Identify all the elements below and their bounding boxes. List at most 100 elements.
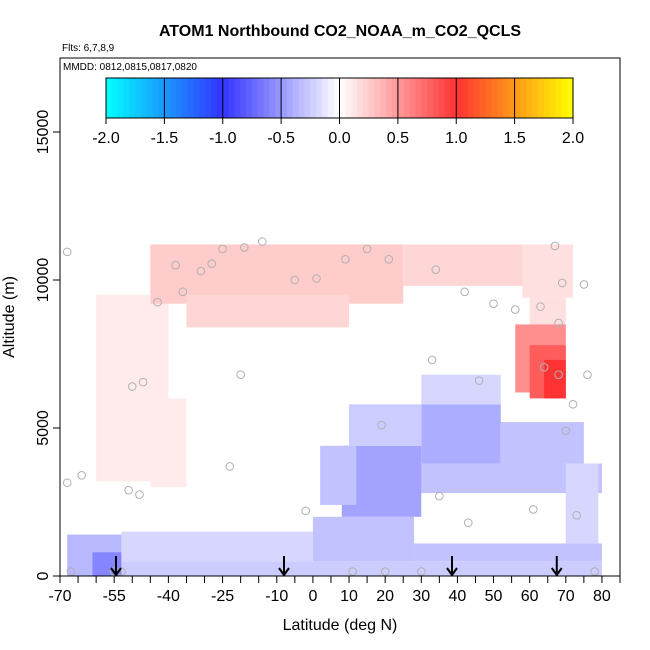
colorbar-segment xyxy=(164,78,171,118)
sample-point xyxy=(62,478,72,488)
x-tick-label: 60 xyxy=(521,588,539,605)
colorbar-segment xyxy=(561,78,568,118)
colorbar-segment xyxy=(362,78,370,118)
plot-frame xyxy=(59,57,621,577)
colorbar-segment xyxy=(473,78,481,118)
flight-arrow-head xyxy=(550,567,563,577)
colorbar-tick-label: -0.5 xyxy=(267,130,295,147)
flight-arrow-head xyxy=(446,567,458,577)
sample-point xyxy=(568,400,578,409)
colorbar-segment xyxy=(514,78,522,118)
colorbar-segment xyxy=(246,78,253,118)
sample-point xyxy=(550,241,560,251)
flight-arrow xyxy=(110,556,122,577)
colorbar-segment xyxy=(537,78,545,118)
colorbar-segment xyxy=(146,78,154,118)
colorbar-segment xyxy=(117,78,125,118)
x-tick-label: -25 xyxy=(211,588,234,605)
heatmap-cell xyxy=(421,404,501,464)
colorbar-segment xyxy=(199,78,206,118)
colorbar-segment xyxy=(135,78,142,118)
x-tick-label: 20 xyxy=(376,588,394,605)
colorbar-segment xyxy=(351,78,358,118)
sample-point xyxy=(207,259,217,269)
colorbar-segment xyxy=(141,78,148,118)
colorbar-segment xyxy=(170,78,177,118)
colorbar-segment xyxy=(152,78,160,118)
colorbar-segment xyxy=(467,78,475,118)
sample-point xyxy=(489,299,498,308)
sample-point xyxy=(312,274,321,283)
colorbar-segment xyxy=(106,78,113,118)
colorbar-segment xyxy=(286,78,294,118)
x-tick-label: 10 xyxy=(340,588,358,605)
sample-point xyxy=(225,462,235,471)
colorbar-segment xyxy=(222,78,230,118)
colorbar-tick-label: 1.5 xyxy=(504,130,526,147)
heatmap-cell xyxy=(522,244,574,298)
heatmap-cell xyxy=(150,244,404,304)
x-tick-label: -10 xyxy=(265,588,288,605)
colorbar-segment xyxy=(111,78,119,118)
heatmap-cell xyxy=(121,561,602,576)
colorbar-segment xyxy=(298,78,306,118)
sample-point xyxy=(416,567,426,576)
sample-point xyxy=(362,244,372,254)
sample-point xyxy=(474,376,484,385)
y-axis-label: Altitude (m) xyxy=(1,276,18,358)
heatmap-cells xyxy=(67,244,602,576)
colorbar-segment xyxy=(251,78,259,118)
heatmap-cell xyxy=(150,398,187,488)
x-tick-label: 80 xyxy=(593,588,611,605)
sample-point xyxy=(124,485,133,495)
sample-point xyxy=(258,237,267,246)
sample-point xyxy=(431,265,441,274)
colorbar-segment xyxy=(176,78,183,118)
y-tick-label: 5000 xyxy=(35,410,52,446)
colorbar-segment xyxy=(193,78,200,118)
sample-point xyxy=(579,280,589,289)
sample-point xyxy=(590,567,600,576)
colorbar-segment xyxy=(403,78,411,118)
colorbar-segment xyxy=(543,78,551,118)
sample-point xyxy=(66,567,76,576)
sample-point xyxy=(127,382,137,391)
sample-point xyxy=(384,254,394,264)
sample-point xyxy=(510,305,520,314)
sample-point xyxy=(554,370,563,380)
colorbar-segment xyxy=(438,78,446,118)
colorbar-segment xyxy=(427,78,434,118)
sample-point xyxy=(171,260,180,270)
x-tick-label: -40 xyxy=(157,588,180,605)
colorbar-segment xyxy=(234,78,241,118)
colorbar-segment xyxy=(421,78,428,118)
colorbar-segment xyxy=(257,78,265,118)
heatmap-cell xyxy=(421,374,501,405)
colorbar-segment xyxy=(275,78,282,118)
colorbar-tick-label: 0.0 xyxy=(328,130,350,147)
colorbar-segment xyxy=(532,78,539,118)
colorbar-segment xyxy=(321,78,329,118)
colorbar-segment xyxy=(281,78,288,118)
sample-point xyxy=(236,370,245,380)
colorbar-segment xyxy=(216,78,224,118)
sample-point xyxy=(62,247,72,257)
sample-point xyxy=(539,363,549,372)
heatmap-cell xyxy=(320,445,357,505)
x-tick-label: 70 xyxy=(557,588,575,605)
colorbar-segment xyxy=(450,78,457,118)
colorbar-segment xyxy=(327,78,335,118)
colorbar-segment xyxy=(304,78,311,118)
colorbar-segment xyxy=(549,78,557,118)
colorbar-tick-label: 0.5 xyxy=(387,130,409,147)
sample-point xyxy=(460,287,469,297)
colorbar-segment xyxy=(397,78,405,118)
sample-point xyxy=(427,355,437,365)
flights-label: Flts: 6,7,8,9 xyxy=(62,43,115,54)
colorbar-segment xyxy=(444,78,452,118)
sample-point xyxy=(290,275,300,285)
axes: -70 -55 -40 -25 -10 0 10 20 30 40 50 60 70 80 0 5000 100… xyxy=(35,110,621,605)
heatmap-cell xyxy=(544,359,566,399)
colorbar-segment xyxy=(345,78,352,118)
